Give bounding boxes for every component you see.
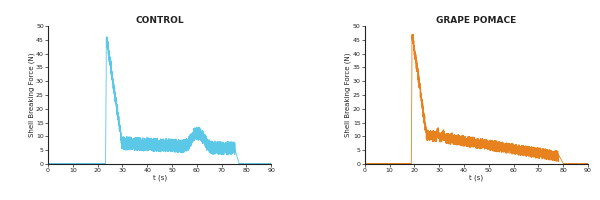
X-axis label: t (s): t (s)	[152, 175, 167, 181]
Title: GRAPE POMACE: GRAPE POMACE	[436, 16, 517, 25]
Y-axis label: Shell Breaking Force (N): Shell Breaking Force (N)	[345, 53, 352, 137]
Y-axis label: Shell Breaking Force (N): Shell Breaking Force (N)	[28, 53, 35, 137]
X-axis label: t (s): t (s)	[469, 175, 484, 181]
Title: CONTROL: CONTROL	[135, 16, 184, 25]
